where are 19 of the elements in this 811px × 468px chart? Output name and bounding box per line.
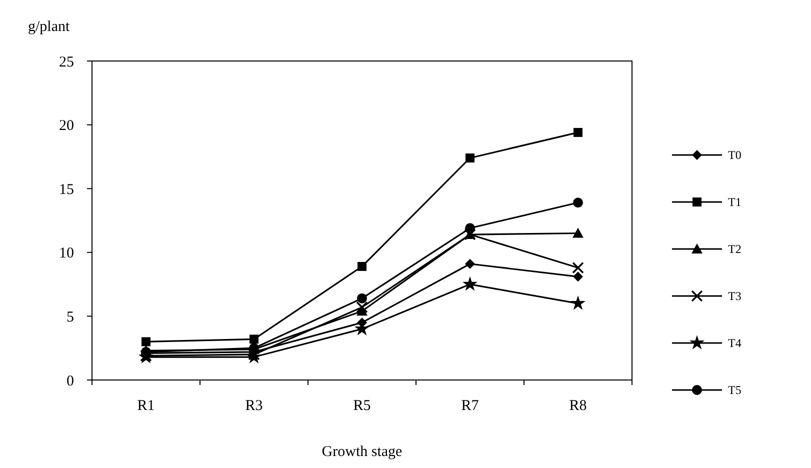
legend-label: T4 — [728, 336, 742, 350]
x-tick-label: R3 — [245, 398, 263, 414]
x-axis-title: Growth stage — [322, 444, 403, 460]
x-tick-label: R1 — [137, 398, 155, 414]
x-tick-label: R7 — [461, 398, 480, 414]
y-tick-label: 5 — [66, 309, 74, 326]
legend-label: T5 — [728, 383, 742, 398]
x-tick-label: R8 — [569, 398, 587, 414]
x-tick-label: R5 — [353, 398, 371, 414]
y-tick-label: 0 — [66, 373, 74, 390]
legend-label: T2 — [728, 242, 742, 256]
y-tick-label: 25 — [59, 54, 74, 70]
y-tick-label: 20 — [59, 118, 74, 134]
legend-label: T3 — [728, 289, 742, 304]
legend-label: T1 — [728, 195, 742, 210]
y-axis-title: g/plant — [28, 19, 70, 35]
legend-label: T0 — [728, 148, 742, 162]
y-tick-label: 15 — [59, 182, 74, 198]
y-tick-label: 10 — [59, 246, 74, 262]
